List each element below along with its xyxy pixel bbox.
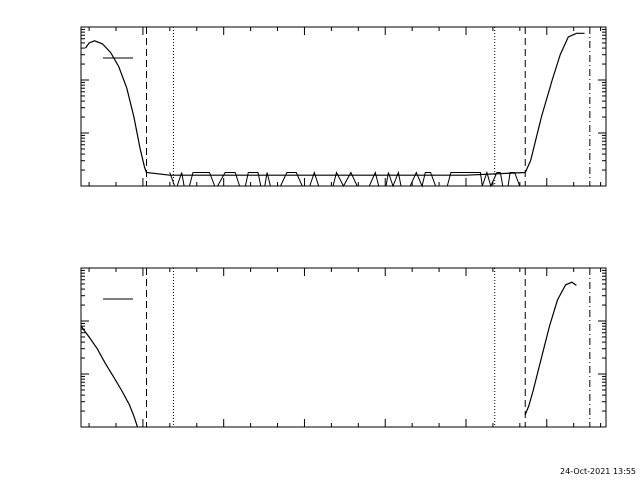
panel-hi bbox=[80, 267, 607, 428]
series-noise-line bbox=[169, 170, 525, 188]
series-line bbox=[85, 32, 585, 176]
panel-lo bbox=[80, 26, 607, 188]
plot-frame bbox=[80, 267, 607, 428]
series-line bbox=[80, 281, 577, 428]
timestamp-label: 24-Oct-2021 13:55 bbox=[560, 467, 636, 476]
